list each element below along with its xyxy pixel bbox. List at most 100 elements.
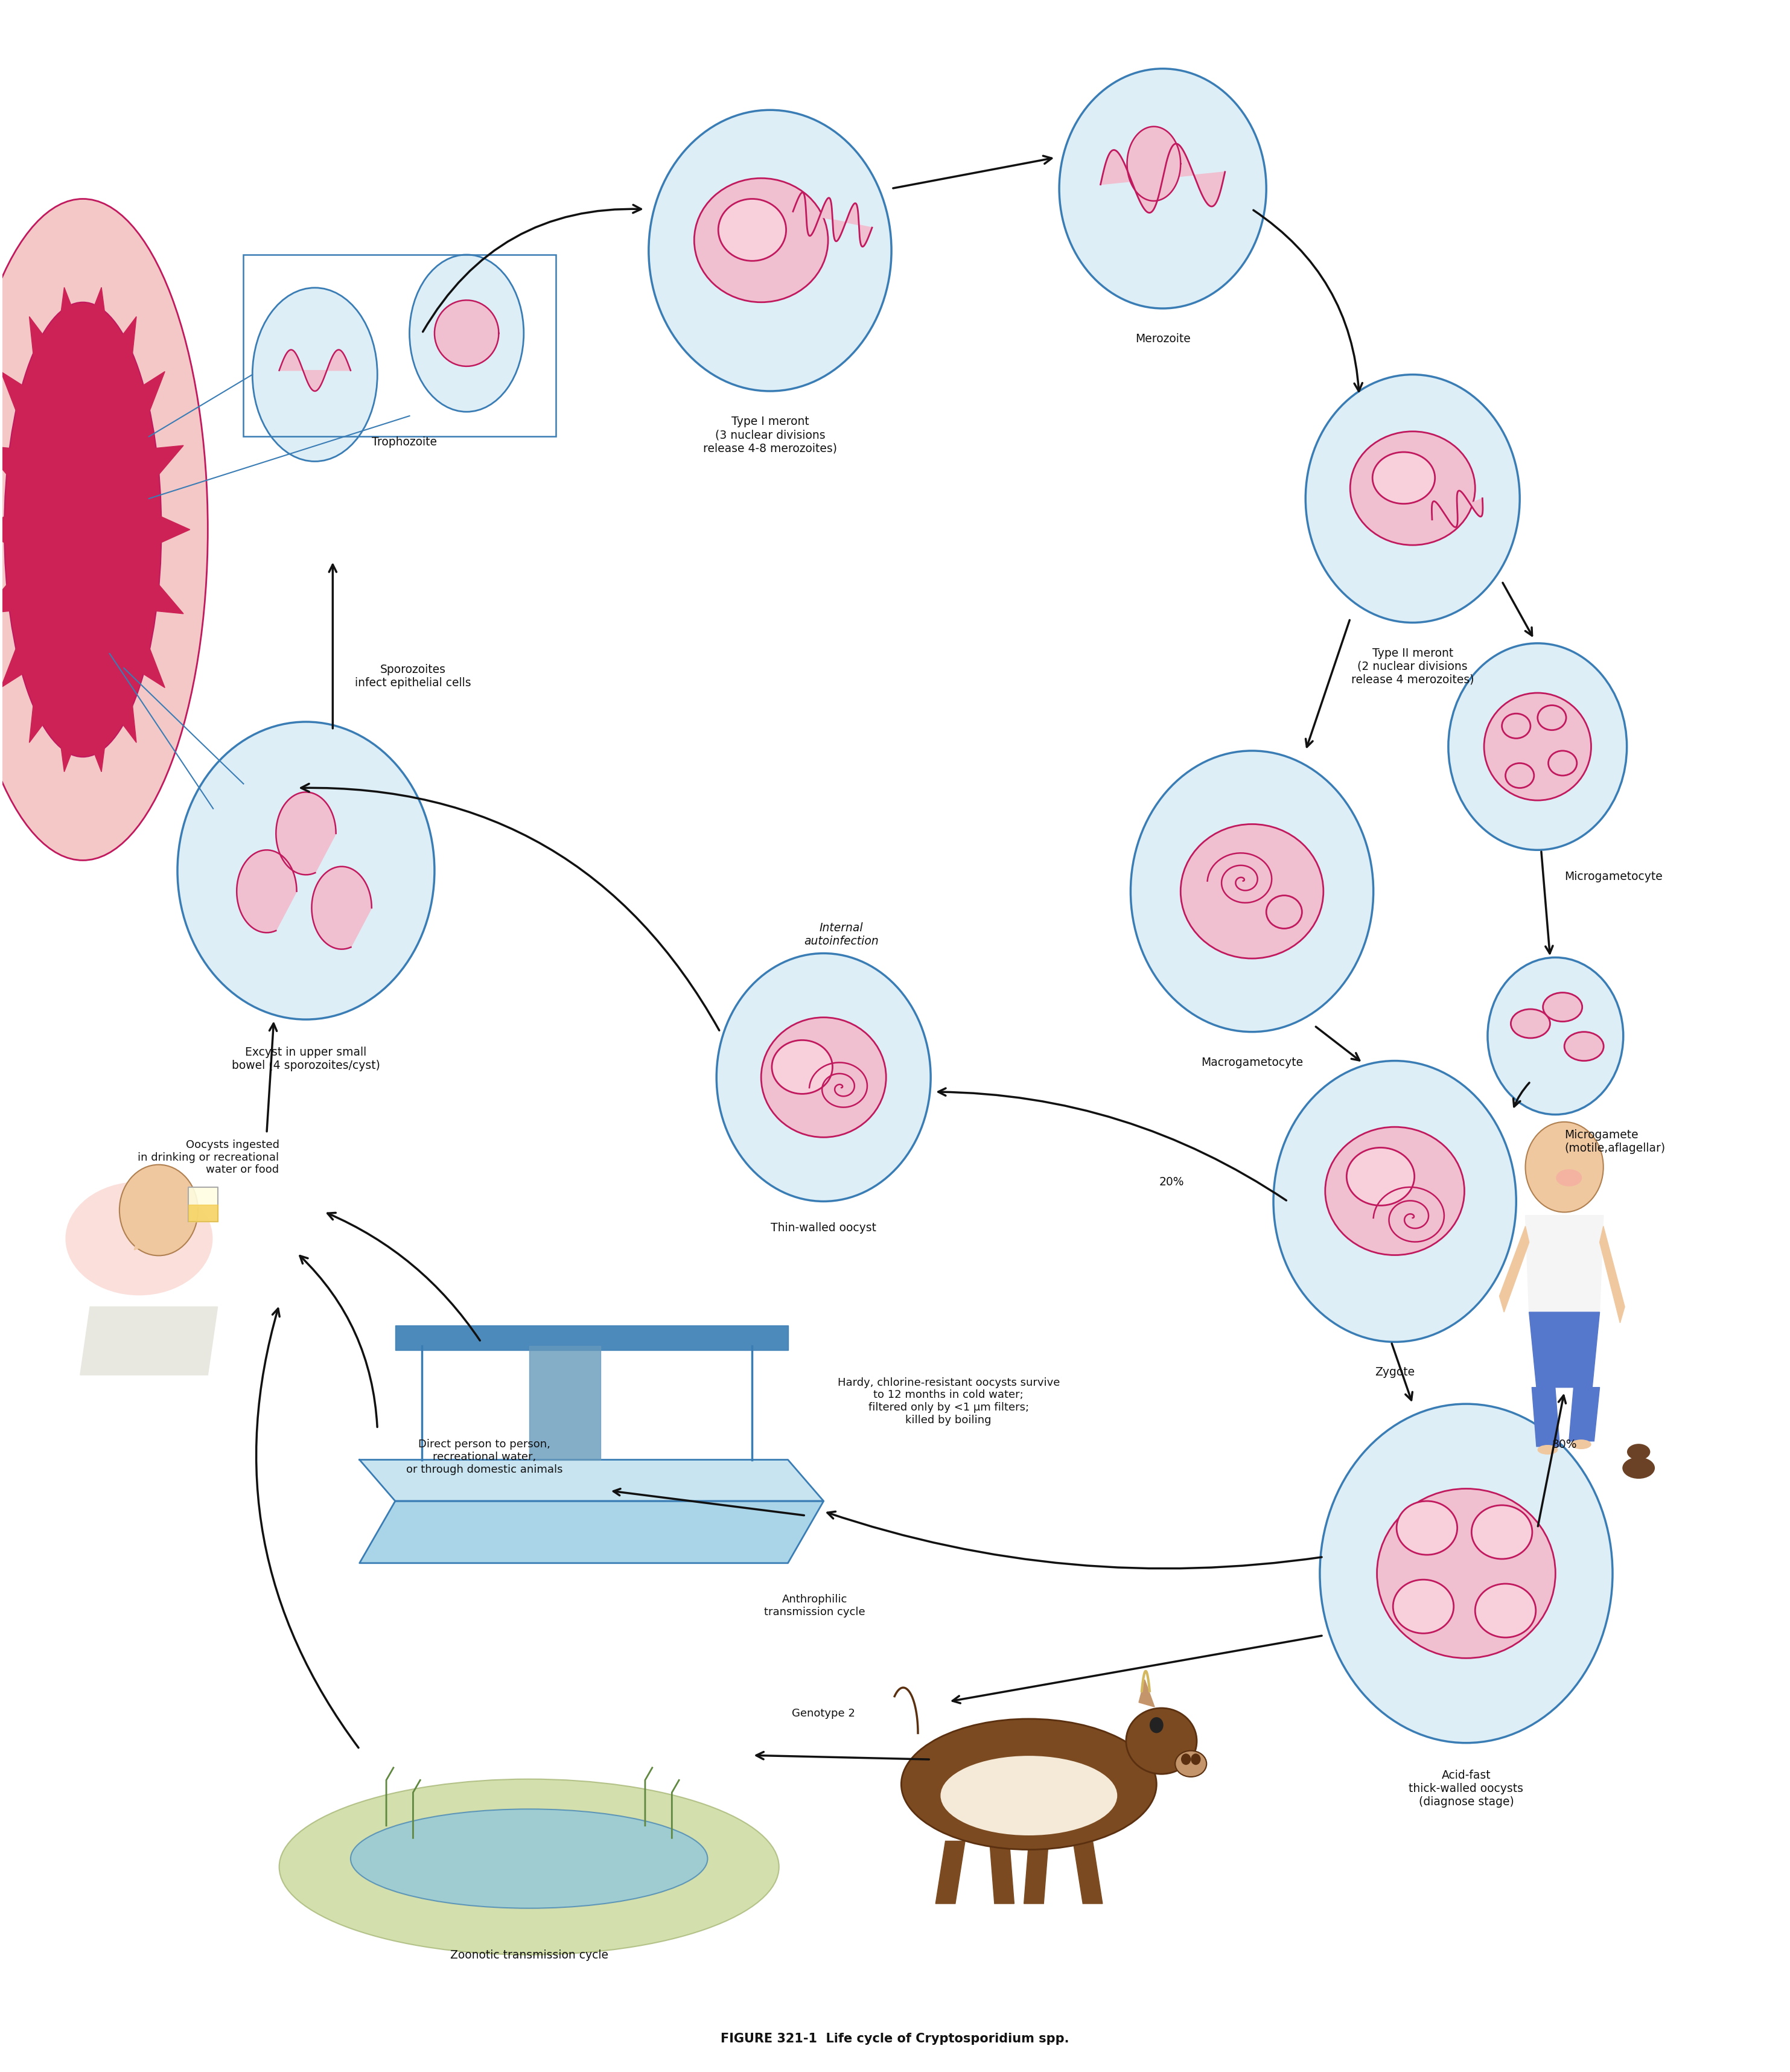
Ellipse shape (1556, 1169, 1582, 1187)
FancyArrowPatch shape (1538, 1394, 1566, 1527)
FancyArrowPatch shape (1305, 620, 1350, 746)
Ellipse shape (1266, 895, 1301, 928)
Polygon shape (149, 582, 184, 613)
Circle shape (1131, 750, 1373, 1032)
Text: Type II meront
(2 nuclear divisions
release 4 merozoites): Type II meront (2 nuclear divisions rele… (1351, 646, 1473, 686)
Circle shape (1448, 642, 1627, 850)
FancyArrowPatch shape (1513, 1084, 1529, 1106)
Text: FIGURE 321-1  Life cycle of Cryptosporidium spp.: FIGURE 321-1 Life cycle of Cryptosporidi… (721, 2033, 1069, 2045)
Polygon shape (158, 516, 190, 545)
Polygon shape (1600, 1227, 1625, 1322)
Ellipse shape (1538, 704, 1566, 729)
Ellipse shape (252, 288, 378, 462)
Polygon shape (990, 1842, 1015, 1904)
Ellipse shape (66, 1181, 213, 1295)
FancyArrowPatch shape (256, 1310, 358, 1749)
Polygon shape (1101, 143, 1224, 213)
FancyArrowPatch shape (952, 1635, 1321, 1703)
Text: Zygote: Zygote (1375, 1368, 1414, 1378)
Ellipse shape (1484, 692, 1591, 800)
Polygon shape (1138, 1680, 1155, 1707)
FancyArrowPatch shape (1541, 852, 1552, 953)
Ellipse shape (1564, 1032, 1604, 1061)
Text: 80%: 80% (1552, 1440, 1577, 1450)
Circle shape (120, 1164, 199, 1256)
Ellipse shape (1548, 750, 1577, 775)
Text: Anthrophilic
transmission cycle: Anthrophilic transmission cycle (764, 1593, 865, 1618)
Text: Zoonotic transmission cycle: Zoonotic transmission cycle (449, 1950, 609, 1960)
Polygon shape (109, 692, 136, 742)
Polygon shape (276, 792, 337, 874)
Ellipse shape (4, 303, 161, 756)
FancyArrowPatch shape (301, 783, 720, 1030)
Ellipse shape (761, 1017, 886, 1138)
FancyArrowPatch shape (422, 205, 641, 332)
Text: Merozoite: Merozoite (1135, 334, 1190, 344)
Ellipse shape (1325, 1127, 1464, 1256)
Polygon shape (1525, 1216, 1604, 1312)
Polygon shape (1128, 126, 1181, 201)
Ellipse shape (1373, 452, 1436, 503)
Polygon shape (1432, 491, 1482, 526)
FancyArrowPatch shape (1393, 1343, 1412, 1401)
Circle shape (1060, 68, 1266, 309)
Circle shape (1525, 1121, 1604, 1212)
Ellipse shape (1176, 1751, 1206, 1778)
Ellipse shape (0, 199, 208, 860)
Polygon shape (1024, 1842, 1049, 1904)
Polygon shape (1529, 1312, 1600, 1388)
Ellipse shape (1393, 1579, 1453, 1633)
Polygon shape (1072, 1842, 1103, 1904)
Ellipse shape (1377, 1488, 1556, 1658)
FancyArrowPatch shape (755, 1753, 929, 1759)
Circle shape (1487, 957, 1624, 1115)
Polygon shape (793, 193, 872, 247)
Polygon shape (134, 1204, 199, 1249)
Ellipse shape (1627, 1444, 1650, 1461)
Polygon shape (0, 644, 34, 688)
Ellipse shape (279, 1780, 779, 1954)
Ellipse shape (1471, 1504, 1532, 1558)
Circle shape (177, 721, 435, 1019)
Polygon shape (84, 721, 107, 773)
Polygon shape (530, 1347, 600, 1461)
Circle shape (1190, 1753, 1201, 1765)
Ellipse shape (940, 1755, 1117, 1836)
FancyArrowPatch shape (301, 1256, 378, 1428)
Circle shape (1181, 1753, 1190, 1765)
Ellipse shape (1572, 1440, 1591, 1448)
Polygon shape (396, 1326, 788, 1351)
FancyArrowPatch shape (329, 564, 337, 729)
Text: Sporozoites
infect epithelial cells: Sporozoites infect epithelial cells (354, 663, 471, 688)
Ellipse shape (1538, 1444, 1557, 1455)
Polygon shape (0, 582, 16, 613)
Polygon shape (0, 371, 34, 414)
Ellipse shape (1511, 1009, 1550, 1038)
Polygon shape (132, 371, 165, 414)
Ellipse shape (900, 1720, 1156, 1850)
Polygon shape (132, 644, 165, 688)
FancyArrowPatch shape (614, 1490, 804, 1515)
Circle shape (716, 953, 931, 1202)
Ellipse shape (1543, 992, 1582, 1021)
Circle shape (1149, 1718, 1164, 1732)
Ellipse shape (718, 199, 786, 261)
Ellipse shape (1346, 1148, 1414, 1206)
Ellipse shape (1396, 1500, 1457, 1554)
Ellipse shape (1126, 1707, 1198, 1774)
Ellipse shape (1622, 1457, 1656, 1479)
FancyArrowPatch shape (893, 155, 1053, 189)
Text: Microgamete
(motile,aflagellar): Microgamete (motile,aflagellar) (1564, 1129, 1665, 1154)
Polygon shape (29, 692, 55, 742)
Ellipse shape (1475, 1583, 1536, 1637)
Polygon shape (360, 1500, 823, 1562)
Text: Trophozoite: Trophozoite (372, 437, 437, 448)
FancyArrowPatch shape (1316, 1028, 1359, 1061)
FancyArrowPatch shape (827, 1513, 1321, 1569)
Ellipse shape (351, 1809, 707, 1908)
Ellipse shape (771, 1040, 832, 1094)
Polygon shape (236, 850, 297, 932)
Polygon shape (279, 350, 351, 392)
Polygon shape (57, 721, 82, 773)
Circle shape (1305, 375, 1520, 622)
